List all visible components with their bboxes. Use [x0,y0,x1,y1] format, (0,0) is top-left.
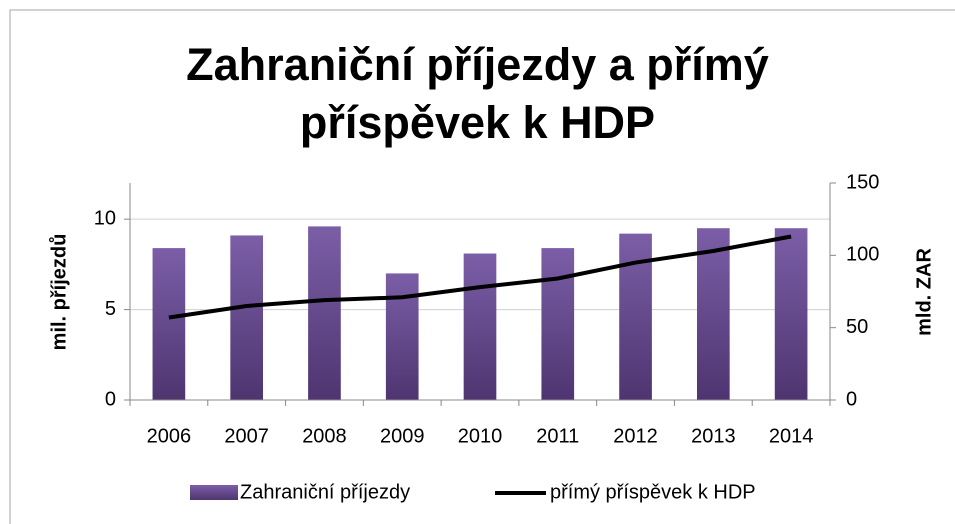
bar [152,248,186,400]
bar [774,228,808,400]
x-tick-label: 2013 [691,425,736,447]
chart-title: Zahraniční příjezdy a přímý příspěvek k … [186,39,769,148]
x-tick-label: 2008 [302,425,347,447]
y-tick-label: 0 [105,388,116,410]
x-tick-label: 2006 [147,425,192,447]
legend-label: přímý příspěvek k HDP [550,481,756,503]
x-tick-label: 2014 [769,425,814,447]
y-axis-label: mil. příjezdů [48,234,70,351]
y2-tick-label: 100 [846,244,879,266]
y2-tick-label: 50 [846,316,868,338]
y-tick-label: 10 [94,207,116,229]
bar [308,226,341,400]
x-tick-label: 2010 [458,425,503,447]
y2-tick-label: 0 [846,388,857,410]
y-tick-label: 5 [105,298,116,320]
bar [541,248,575,400]
legend-label: Zahraniční příjezdy [240,481,410,503]
x-tick-label: 2009 [380,425,425,447]
bar [385,273,419,400]
y2-tick-label: 150 [846,171,879,193]
bar [230,235,263,400]
bar [697,228,730,400]
legend-swatch [190,485,238,500]
x-tick-label: 2007 [224,425,269,447]
bar [619,233,652,400]
bar [463,253,497,400]
y2-axis-label: mld. ZAR [913,248,935,336]
x-tick-label: 2011 [536,425,579,447]
x-tick-label: 2012 [613,425,658,447]
chart-border [9,9,955,524]
line [168,234,792,320]
